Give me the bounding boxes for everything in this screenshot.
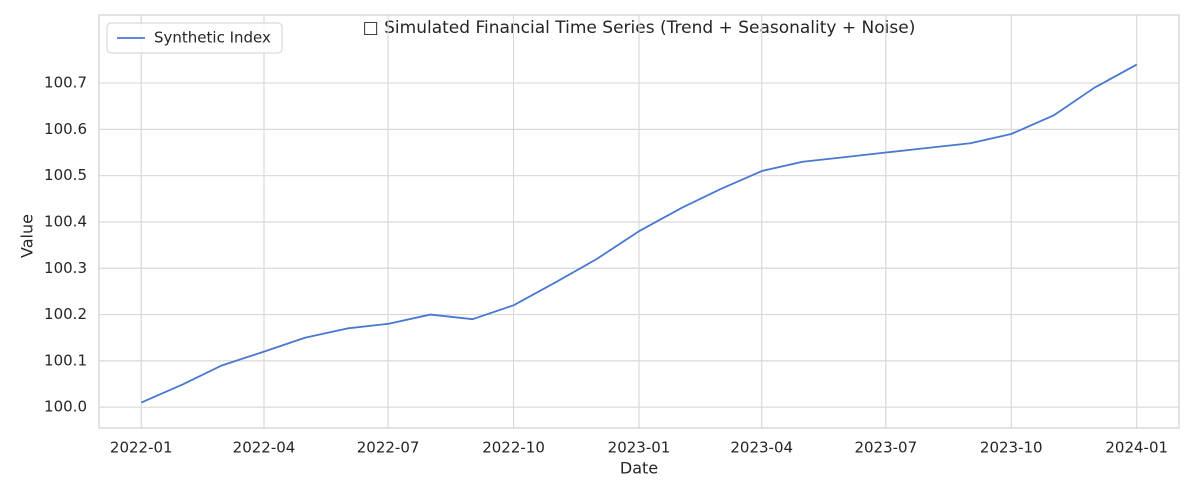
y-tick-label: 100.2 (44, 305, 87, 323)
x-tick-label: 2023-01 (608, 439, 671, 457)
y-tick-label: 100.3 (44, 259, 87, 277)
y-tick-label: 100.4 (44, 212, 87, 230)
y-tick-label: 100.0 (44, 398, 87, 416)
x-tick-label: 2022-07 (357, 439, 420, 457)
x-tick-label: 2022-04 (233, 439, 296, 457)
data-line (140, 63, 1138, 404)
y-tick-label: 100.5 (44, 166, 87, 184)
x-axis-label: Date (620, 459, 658, 478)
x-tick-label: 2022-10 (482, 439, 545, 457)
y-tick-label: 100.6 (44, 120, 87, 138)
x-tick-label: 2023-10 (980, 439, 1043, 457)
y-axis-label: Value (18, 214, 37, 258)
x-tick-label: 2024-01 (1105, 439, 1168, 457)
legend-box (106, 22, 283, 54)
plot-frame (98, 14, 1180, 429)
legend-label: Synthetic Index (154, 29, 271, 47)
x-tick-label: 2023-04 (730, 439, 793, 457)
y-tick-label: 100.1 (44, 351, 87, 369)
x-tick-label: 2022-01 (110, 439, 173, 457)
x-tick-label: 2023-07 (854, 439, 917, 457)
y-tick-label: 100.7 (44, 74, 87, 92)
